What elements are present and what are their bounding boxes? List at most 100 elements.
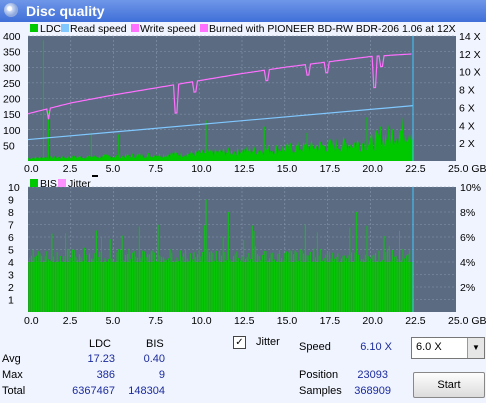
- avg-label: Avg: [2, 353, 21, 365]
- legend-swatch-read: [61, 24, 69, 32]
- avg-ldc-value: 17.23: [87, 353, 115, 365]
- x-tick-label: 0.0: [24, 163, 39, 172]
- y2-tick-label: 2 X: [459, 138, 475, 150]
- x-tick-label: 10.0: [191, 315, 212, 327]
- total-label: Total: [2, 385, 26, 397]
- avg-bis-value: 0.40: [143, 353, 165, 365]
- max-ldc-value: 386: [96, 369, 115, 381]
- jitter-checkbox[interactable]: ✓: [233, 336, 246, 349]
- x-tick-label: 20.0: [362, 163, 383, 172]
- legend-burned: Burned with PIONEER BD-RW BDR-206 1.06 a…: [209, 23, 456, 35]
- x-tick-label: 25.0 GB: [448, 163, 486, 172]
- y-tick-label: 250: [3, 78, 21, 90]
- x-tick-label: 5.0: [106, 163, 121, 172]
- y2-tick-label: 8 X: [459, 85, 475, 97]
- write-speed-series: [27, 53, 412, 120]
- x-tick-label: 7.5: [148, 163, 163, 172]
- speed-select[interactable]: 6.0 X ▼: [411, 337, 485, 359]
- x-tick-label: 7.5: [148, 315, 163, 327]
- start-button[interactable]: Start: [413, 372, 485, 398]
- x-tick-label: 12.5: [234, 163, 255, 172]
- y-tick-label: 100: [3, 125, 21, 137]
- read-speed-series: [27, 105, 414, 141]
- x-tick-label: 2.5: [63, 163, 78, 172]
- speed-label: Speed: [299, 341, 331, 353]
- speed-value: 6.10 X: [360, 341, 392, 353]
- y-tick-label: 200: [3, 94, 21, 106]
- col-ldc-header: LDC: [89, 338, 112, 350]
- legend-bis: BIS: [40, 178, 57, 190]
- legend-swatch-ldc: [30, 24, 38, 32]
- legend-write-speed: Write speed: [140, 23, 196, 35]
- ldc-chart: 0.0 2.5 5.0 7.5 10.0 12.5 15.0 17.5 20.0 22.5 25.0…: [0, 22, 486, 172]
- legend-read-speed: Read speed: [70, 23, 127, 35]
- samples-label: Samples: [299, 385, 342, 397]
- jitter-label: Jitter: [256, 336, 280, 348]
- y2-tick-label: 10 X: [459, 67, 481, 79]
- y-tick-label: 3: [8, 270, 14, 282]
- total-bis-value: 148304: [128, 385, 165, 397]
- y-tick-label: 6: [8, 232, 14, 244]
- x-tick-label: 10.0: [191, 163, 212, 172]
- y2-tick-label: 6%: [460, 232, 475, 244]
- ldc-series: [28, 116, 414, 161]
- y2-tick-label: 2%: [460, 282, 475, 294]
- legend-swatch-jitter: [58, 179, 66, 187]
- max-label: Max: [2, 369, 23, 381]
- x-tick-label: 0.0: [24, 315, 39, 327]
- y2-tick-label: 8%: [460, 207, 475, 219]
- title-bar: Disc quality: [0, 0, 486, 22]
- x-tick-label: 2.5: [63, 315, 78, 327]
- legend-jitter: Jitter: [68, 178, 91, 190]
- y2-tick-label: 4 X: [459, 120, 475, 132]
- x-tick-label: 22.5: [405, 163, 426, 172]
- x-tick-label: 22.5: [405, 315, 426, 327]
- legend-ldc: LDC: [40, 23, 61, 35]
- col-bis-header: BIS: [146, 338, 164, 350]
- y-tick-label: 4: [8, 257, 14, 269]
- max-bis-value: 9: [158, 369, 165, 381]
- legend-swatch-burned: [200, 24, 208, 32]
- y-tick-label: 300: [3, 62, 21, 74]
- x-tick-label: 17.5: [320, 163, 341, 172]
- y-tick-label: 350: [3, 47, 21, 59]
- x-tick-label: 25.0 GB: [448, 315, 486, 327]
- y-tick-label: 10: [8, 182, 20, 194]
- y2-tick-label: 6 X: [459, 102, 475, 114]
- y2-tick-label: 14 X: [459, 31, 481, 43]
- legend-marker: [92, 175, 98, 177]
- bis-legend: BIS Jitter: [30, 175, 98, 190]
- bis-base: [28, 262, 414, 312]
- y-tick-label: 7: [8, 220, 14, 232]
- x-tick-label: 12.5: [234, 315, 255, 327]
- y-tick-label: 5: [8, 245, 14, 257]
- x-tick-label: 17.5: [320, 315, 341, 327]
- total-ldc-value: 6367467: [72, 385, 115, 397]
- y-tick-label: 400: [3, 31, 21, 43]
- y-tick-label: 9: [8, 195, 14, 207]
- disc-icon: [4, 3, 18, 17]
- ldc-legend: LDC Read speed Write speed Burned with P…: [30, 23, 456, 35]
- bis-chart: 0.0 2.5 5.0 7.5 10.0 12.5 15.0 17.5 20.0 22.5 25.0…: [8, 175, 486, 327]
- x-tick-label: 15.0: [277, 163, 298, 172]
- speed-select-value: 6.0 X: [416, 341, 442, 353]
- y2-tick-label: 12 X: [459, 49, 481, 61]
- samples-value: 368909: [354, 385, 391, 397]
- y-tick-label: 150: [3, 109, 21, 121]
- x-tick-label: 15.0: [277, 315, 298, 327]
- y-tick-label: 50: [3, 140, 15, 152]
- position-value: 23093: [357, 369, 388, 381]
- bis-series: [28, 199, 414, 312]
- y-tick-label: 1: [8, 295, 14, 307]
- y-tick-label: 2: [8, 282, 14, 294]
- dropdown-arrow-icon[interactable]: ▼: [467, 338, 484, 358]
- y2-tick-label: 4%: [460, 257, 475, 269]
- y2-tick-label: 10%: [460, 182, 481, 194]
- x-tick-label: 20.0: [362, 315, 383, 327]
- window-title: Disc quality: [26, 3, 105, 19]
- position-label: Position: [299, 369, 339, 381]
- legend-swatch-bis: [30, 179, 38, 187]
- x-tick-label: 5.0: [106, 315, 121, 327]
- legend-swatch-write: [131, 24, 139, 32]
- y-tick-label: 8: [8, 207, 14, 219]
